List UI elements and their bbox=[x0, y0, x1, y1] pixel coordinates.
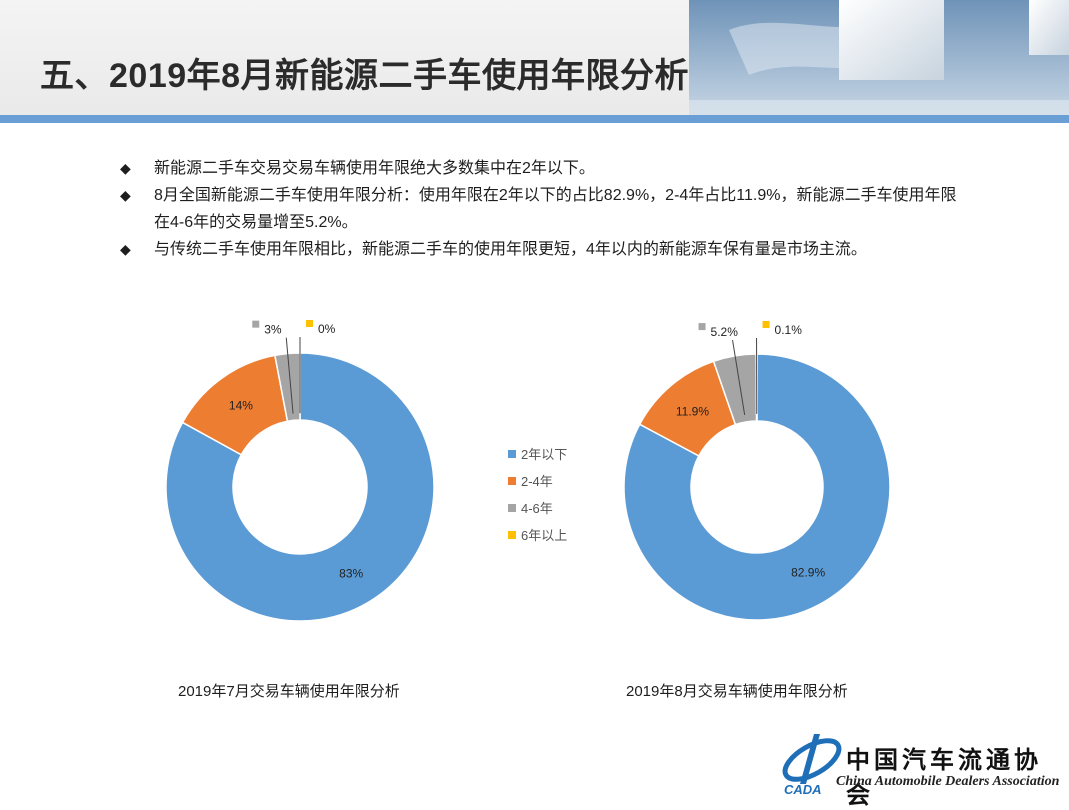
chart-caption-july: 2019年7月交易车辆使用年限分析 bbox=[178, 680, 400, 701]
data-label-4: 0.1% bbox=[775, 323, 803, 337]
header-decoration-image bbox=[689, 0, 1069, 118]
donut-chart-august: 82.9% 11.9% 5.2% 0.1% bbox=[590, 315, 920, 645]
legend-item-4-6-years: 4-6年 bbox=[508, 494, 567, 521]
legend-swatch bbox=[508, 477, 516, 485]
data-label-3: 3% bbox=[264, 323, 282, 337]
chart-caption-august: 2019年8月交易车辆使用年限分析 bbox=[626, 680, 848, 701]
bullet-list: ◆ 新能源二手车交易交易车辆使用年限绝大多数集中在2年以下。 ◆ 8月全国新能源… bbox=[120, 155, 970, 263]
label-swatch-3 bbox=[699, 323, 706, 330]
bullet-text-3: 与传统二手车使用年限相比，新能源二手车的使用年限更短，4年以内的新能源车保有量是… bbox=[154, 241, 867, 258]
bullet-text-2: 8月全国新能源二手车使用年限分析：使用年限在2年以下的占比82.9%，2-4年占… bbox=[154, 187, 956, 231]
bullet-item-1: ◆ 新能源二手车交易交易车辆使用年限绝大多数集中在2年以下。 bbox=[120, 155, 970, 182]
legend-swatch bbox=[508, 504, 516, 512]
label-swatch-4 bbox=[306, 320, 313, 327]
bullet-item-3: ◆ 与传统二手车使用年限相比，新能源二手车的使用年限更短，4年以内的新能源车保有… bbox=[120, 236, 970, 263]
data-label-4: 0% bbox=[318, 322, 336, 336]
legend-swatch bbox=[508, 531, 516, 539]
legend-swatch bbox=[508, 450, 516, 458]
diamond-bullet-icon: ◆ bbox=[120, 155, 131, 182]
data-label-2: 14% bbox=[229, 399, 253, 413]
data-label-3: 5.2% bbox=[711, 325, 739, 339]
data-label-2: 11.9% bbox=[676, 404, 709, 418]
bullet-item-2: ◆ 8月全国新能源二手车使用年限分析：使用年限在2年以下的占比82.9%，2-4… bbox=[120, 182, 970, 236]
logo-abbr: CADA bbox=[784, 782, 822, 797]
legend-item-over-6-years: 6年以上 bbox=[508, 521, 567, 548]
legend-label: 4-6年 bbox=[521, 498, 553, 517]
legend-label: 2-4年 bbox=[521, 471, 553, 490]
legend-item-under-2-years: 2年以下 bbox=[508, 440, 567, 467]
donut-chart-july: 83% 14% 3% 0% bbox=[140, 315, 470, 645]
label-swatch-4 bbox=[763, 321, 770, 328]
title-accent-bar bbox=[0, 115, 1069, 123]
data-label-1: 83% bbox=[339, 567, 363, 581]
label-swatch-3 bbox=[252, 321, 259, 328]
chart-legend: 2年以下 2-4年 4-6年 6年以上 bbox=[508, 440, 567, 548]
bullet-text-1: 新能源二手车交易交易车辆使用年限绝大多数集中在2年以下。 bbox=[154, 160, 595, 177]
data-label-1: 82.9% bbox=[791, 565, 825, 579]
legend-label: 6年以上 bbox=[521, 525, 567, 544]
slide-header: 五、2019年8月新能源二手车使用年限分析 bbox=[0, 0, 1069, 122]
diamond-bullet-icon: ◆ bbox=[120, 182, 131, 209]
legend-item-2-4-years: 2-4年 bbox=[508, 467, 567, 494]
page-title: 五、2019年8月新能源二手车使用年限分析 bbox=[40, 48, 689, 97]
diamond-bullet-icon: ◆ bbox=[120, 236, 131, 263]
legend-label: 2年以下 bbox=[521, 444, 567, 463]
cada-logo: CADA 中国汽车流通协会 China Automobile Dealers A… bbox=[776, 726, 1066, 798]
logo-name-en: China Automobile Dealers Association bbox=[836, 774, 1059, 790]
